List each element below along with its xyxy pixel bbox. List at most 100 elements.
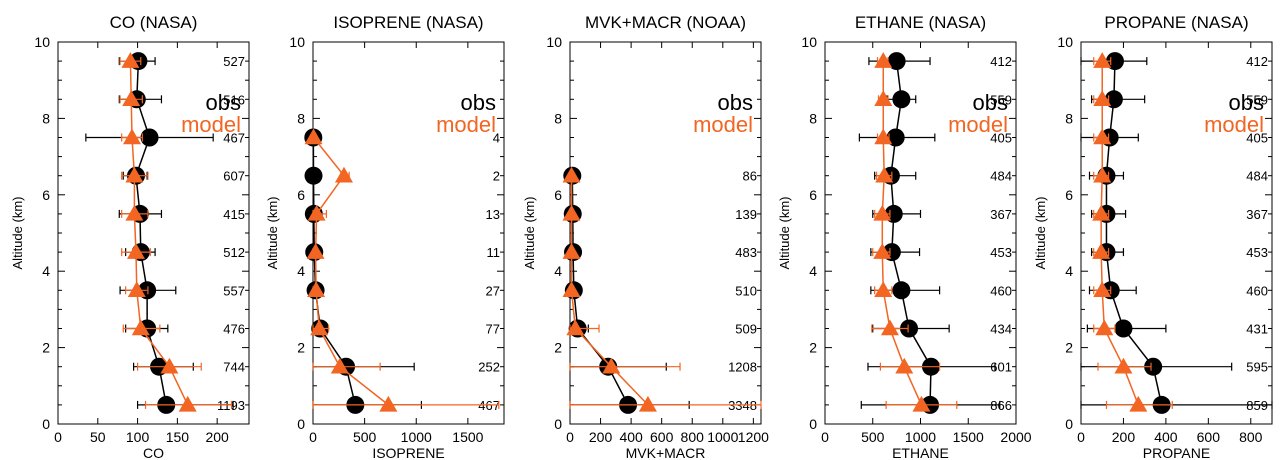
series-line	[135, 61, 167, 406]
sample-count-label: 434	[990, 322, 1012, 337]
sample-count-label: 367	[990, 207, 1012, 222]
x-tick-label: 0	[54, 429, 62, 445]
y-tick-label: 6	[42, 187, 50, 203]
model-marker	[562, 166, 581, 183]
y-tick-label: 2	[1065, 340, 1073, 356]
y-axis-label: Altitude (km)	[777, 197, 792, 270]
sample-count-label: 86	[743, 169, 757, 184]
sample-count-label: 11	[487, 245, 501, 260]
model-marker	[125, 166, 144, 183]
series-line	[1100, 61, 1139, 406]
x-tick-label: 500	[353, 429, 377, 445]
chart-panel-4: ETHANE (NASA) 0 500 1000 1500 2000 ETHANE 0 2 4 6 8…	[777, 13, 1032, 460]
sample-count-label: 77	[486, 322, 500, 337]
legend-obs: obs	[1229, 90, 1264, 115]
x-tick-label: 1000	[707, 429, 738, 445]
y-tick-label: 0	[1065, 416, 1073, 432]
obs-marker	[887, 52, 906, 71]
x-tick-label: 200	[205, 429, 229, 445]
sample-count-label: 516	[223, 92, 245, 107]
x-tick-label: 200	[589, 429, 613, 445]
series-obs	[858, 52, 1001, 414]
series-line	[1105, 61, 1163, 406]
model-marker	[306, 243, 325, 259]
y-tick-label: 10	[289, 34, 305, 50]
x-tick-label: 600	[650, 429, 674, 445]
y-tick-label: 0	[297, 416, 305, 432]
model-marker	[307, 281, 326, 298]
model-marker	[1129, 395, 1148, 412]
sample-count-label: 866	[990, 398, 1012, 413]
series-model	[871, 52, 958, 412]
model-marker	[566, 319, 585, 336]
x-tick-label: 0	[566, 429, 574, 445]
model-marker	[874, 281, 893, 298]
obs-marker	[892, 281, 911, 300]
model-marker	[880, 319, 899, 336]
sample-count-label: 412	[990, 54, 1012, 69]
sample-count-label: 4	[493, 131, 500, 146]
y-axis-label: Altitude (km)	[522, 197, 537, 270]
model-marker	[307, 204, 326, 221]
sample-count-label: 453	[1246, 245, 1268, 260]
legend-obs: obs	[206, 90, 241, 115]
y-axis-label: Altitude (km)	[1033, 197, 1048, 270]
series-line	[129, 61, 189, 406]
y-tick-label: 4	[809, 263, 817, 279]
y-tick-label: 2	[809, 340, 817, 356]
obs-marker	[1144, 357, 1163, 376]
x-tick-label: 100	[126, 429, 150, 445]
x-tick-label: 0	[309, 429, 317, 445]
sample-count-label: 1208	[728, 360, 757, 375]
legend-obs: obs	[461, 90, 496, 115]
chart-title: PROPANE (NASA)	[1104, 13, 1248, 32]
chart-panel-1: CO (NASA) 0 50 100 150 200 CO 0 2 4 6 8 10 Altitude (…	[10, 13, 250, 460]
sample-count-label: 405	[1246, 131, 1268, 146]
x-axis-label: MVK+MACR	[626, 445, 706, 460]
obs-marker	[892, 90, 911, 109]
sample-count-label: 405	[990, 131, 1012, 146]
x-axis-label: PROPANE	[1143, 445, 1210, 460]
model-marker	[912, 395, 931, 412]
legend-obs: obs	[973, 90, 1008, 115]
model-marker	[1093, 52, 1112, 68]
x-tick-label: 800	[681, 429, 705, 445]
x-tick-label: 600	[1197, 429, 1221, 445]
model-marker	[121, 52, 140, 68]
model-marker	[379, 395, 398, 412]
y-tick-label: 2	[42, 340, 50, 356]
chart-panel-2: ISOPRENE (NASA) 0 500 1000 1500 ISOPRENE 0 2 4 6 8…	[265, 13, 505, 460]
y-tick-label: 8	[1065, 110, 1073, 126]
x-tick-label: 150	[166, 429, 190, 445]
sample-count-label: 484	[990, 169, 1012, 184]
sample-count-label: 483	[735, 245, 757, 260]
sample-count-label: 431	[1246, 322, 1268, 337]
series-line	[890, 61, 932, 405]
series-model	[119, 52, 233, 412]
y-tick-label: 2	[554, 340, 562, 356]
chart-title: ISOPRENE (NASA)	[333, 13, 483, 32]
model-marker	[1093, 90, 1112, 107]
legend-model: model	[693, 112, 753, 137]
model-marker	[562, 204, 581, 221]
sample-count-label: 412	[1246, 54, 1268, 69]
sample-count-label: 453	[990, 245, 1012, 260]
sample-count-label: 527	[223, 54, 245, 69]
obs-marker	[900, 319, 919, 338]
model-marker	[1093, 166, 1112, 183]
obs-marker	[1114, 319, 1133, 338]
model-marker	[602, 357, 621, 374]
model-marker	[334, 166, 353, 183]
sample-count-label: 744	[223, 360, 245, 375]
model-marker	[330, 357, 349, 374]
series-obs	[563, 166, 690, 414]
x-tick-label: 400	[619, 429, 643, 445]
legend-obs: obs	[718, 90, 753, 115]
chart-title: MVK+MACR (NOAA)	[585, 13, 746, 32]
model-marker	[874, 90, 893, 107]
y-tick-label: 6	[809, 187, 817, 203]
y-tick-label: 10	[801, 34, 817, 50]
sample-count-label: 27	[486, 283, 500, 298]
sample-count-label: 484	[1246, 169, 1268, 184]
